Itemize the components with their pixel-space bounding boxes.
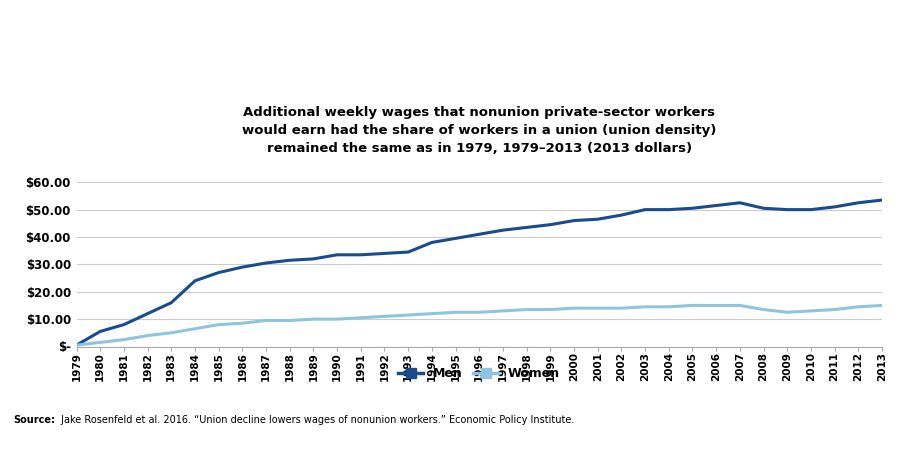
Text: Declining Union Density Reduces Non-Union Wages: Declining Union Density Reduces Non-Unio… (112, 27, 800, 51)
Text: Jake Rosenfeld et al. 2016. “Union decline lowers wages of nonunion workers.” Ec: Jake Rosenfeld et al. 2016. “Union decli… (58, 415, 574, 425)
Legend: Men, Women: Men, Women (393, 362, 565, 385)
Text: Source:: Source: (14, 415, 56, 425)
Text: ✦: ✦ (52, 31, 61, 40)
Text: Additional weekly wages that nonunion private-sector workers
would earn had the : Additional weekly wages that nonunion pr… (242, 106, 716, 155)
Text: ▬: ▬ (53, 43, 60, 52)
